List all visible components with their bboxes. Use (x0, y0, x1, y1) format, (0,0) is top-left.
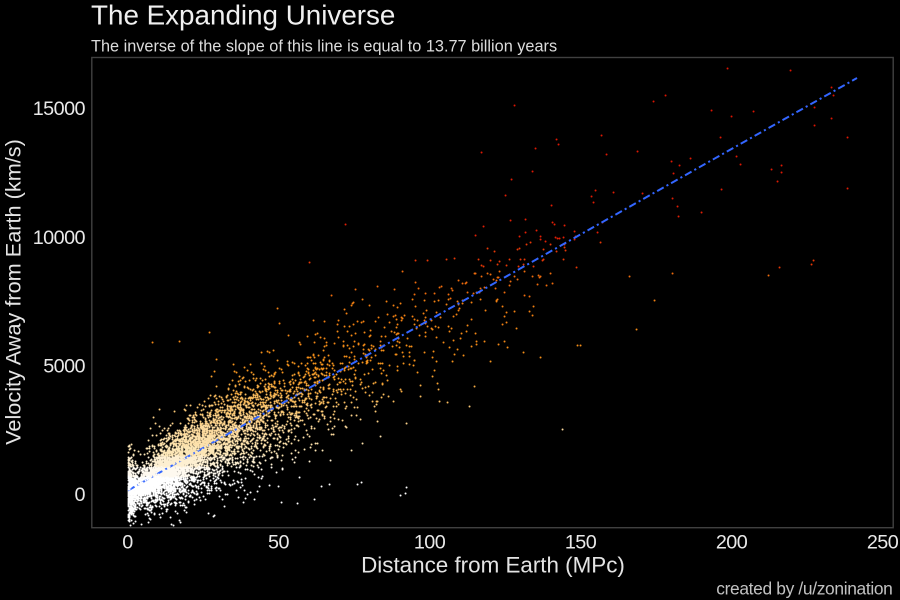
svg-text:150: 150 (565, 532, 597, 554)
svg-text:15000: 15000 (33, 98, 86, 120)
svg-text:Velocity Away from Earth (km/s: Velocity Away from Earth (km/s) (1, 139, 26, 445)
svg-text:0: 0 (75, 484, 86, 506)
svg-text:100: 100 (414, 532, 446, 554)
svg-text:250: 250 (867, 532, 899, 554)
svg-text:The inverse of the slope of th: The inverse of the slope of this line is… (91, 38, 557, 56)
svg-text:5000: 5000 (43, 356, 85, 378)
svg-text:50: 50 (268, 532, 289, 554)
svg-text:200: 200 (716, 532, 748, 554)
svg-text:created by /u/zonination: created by /u/zonination (716, 578, 892, 598)
svg-text:10000: 10000 (33, 227, 86, 249)
svg-text:0: 0 (122, 532, 133, 554)
svg-text:Distance from Earth (MPc): Distance from Earth (MPc) (361, 552, 625, 577)
svg-text:The Expanding Universe: The Expanding Universe (91, 0, 395, 31)
